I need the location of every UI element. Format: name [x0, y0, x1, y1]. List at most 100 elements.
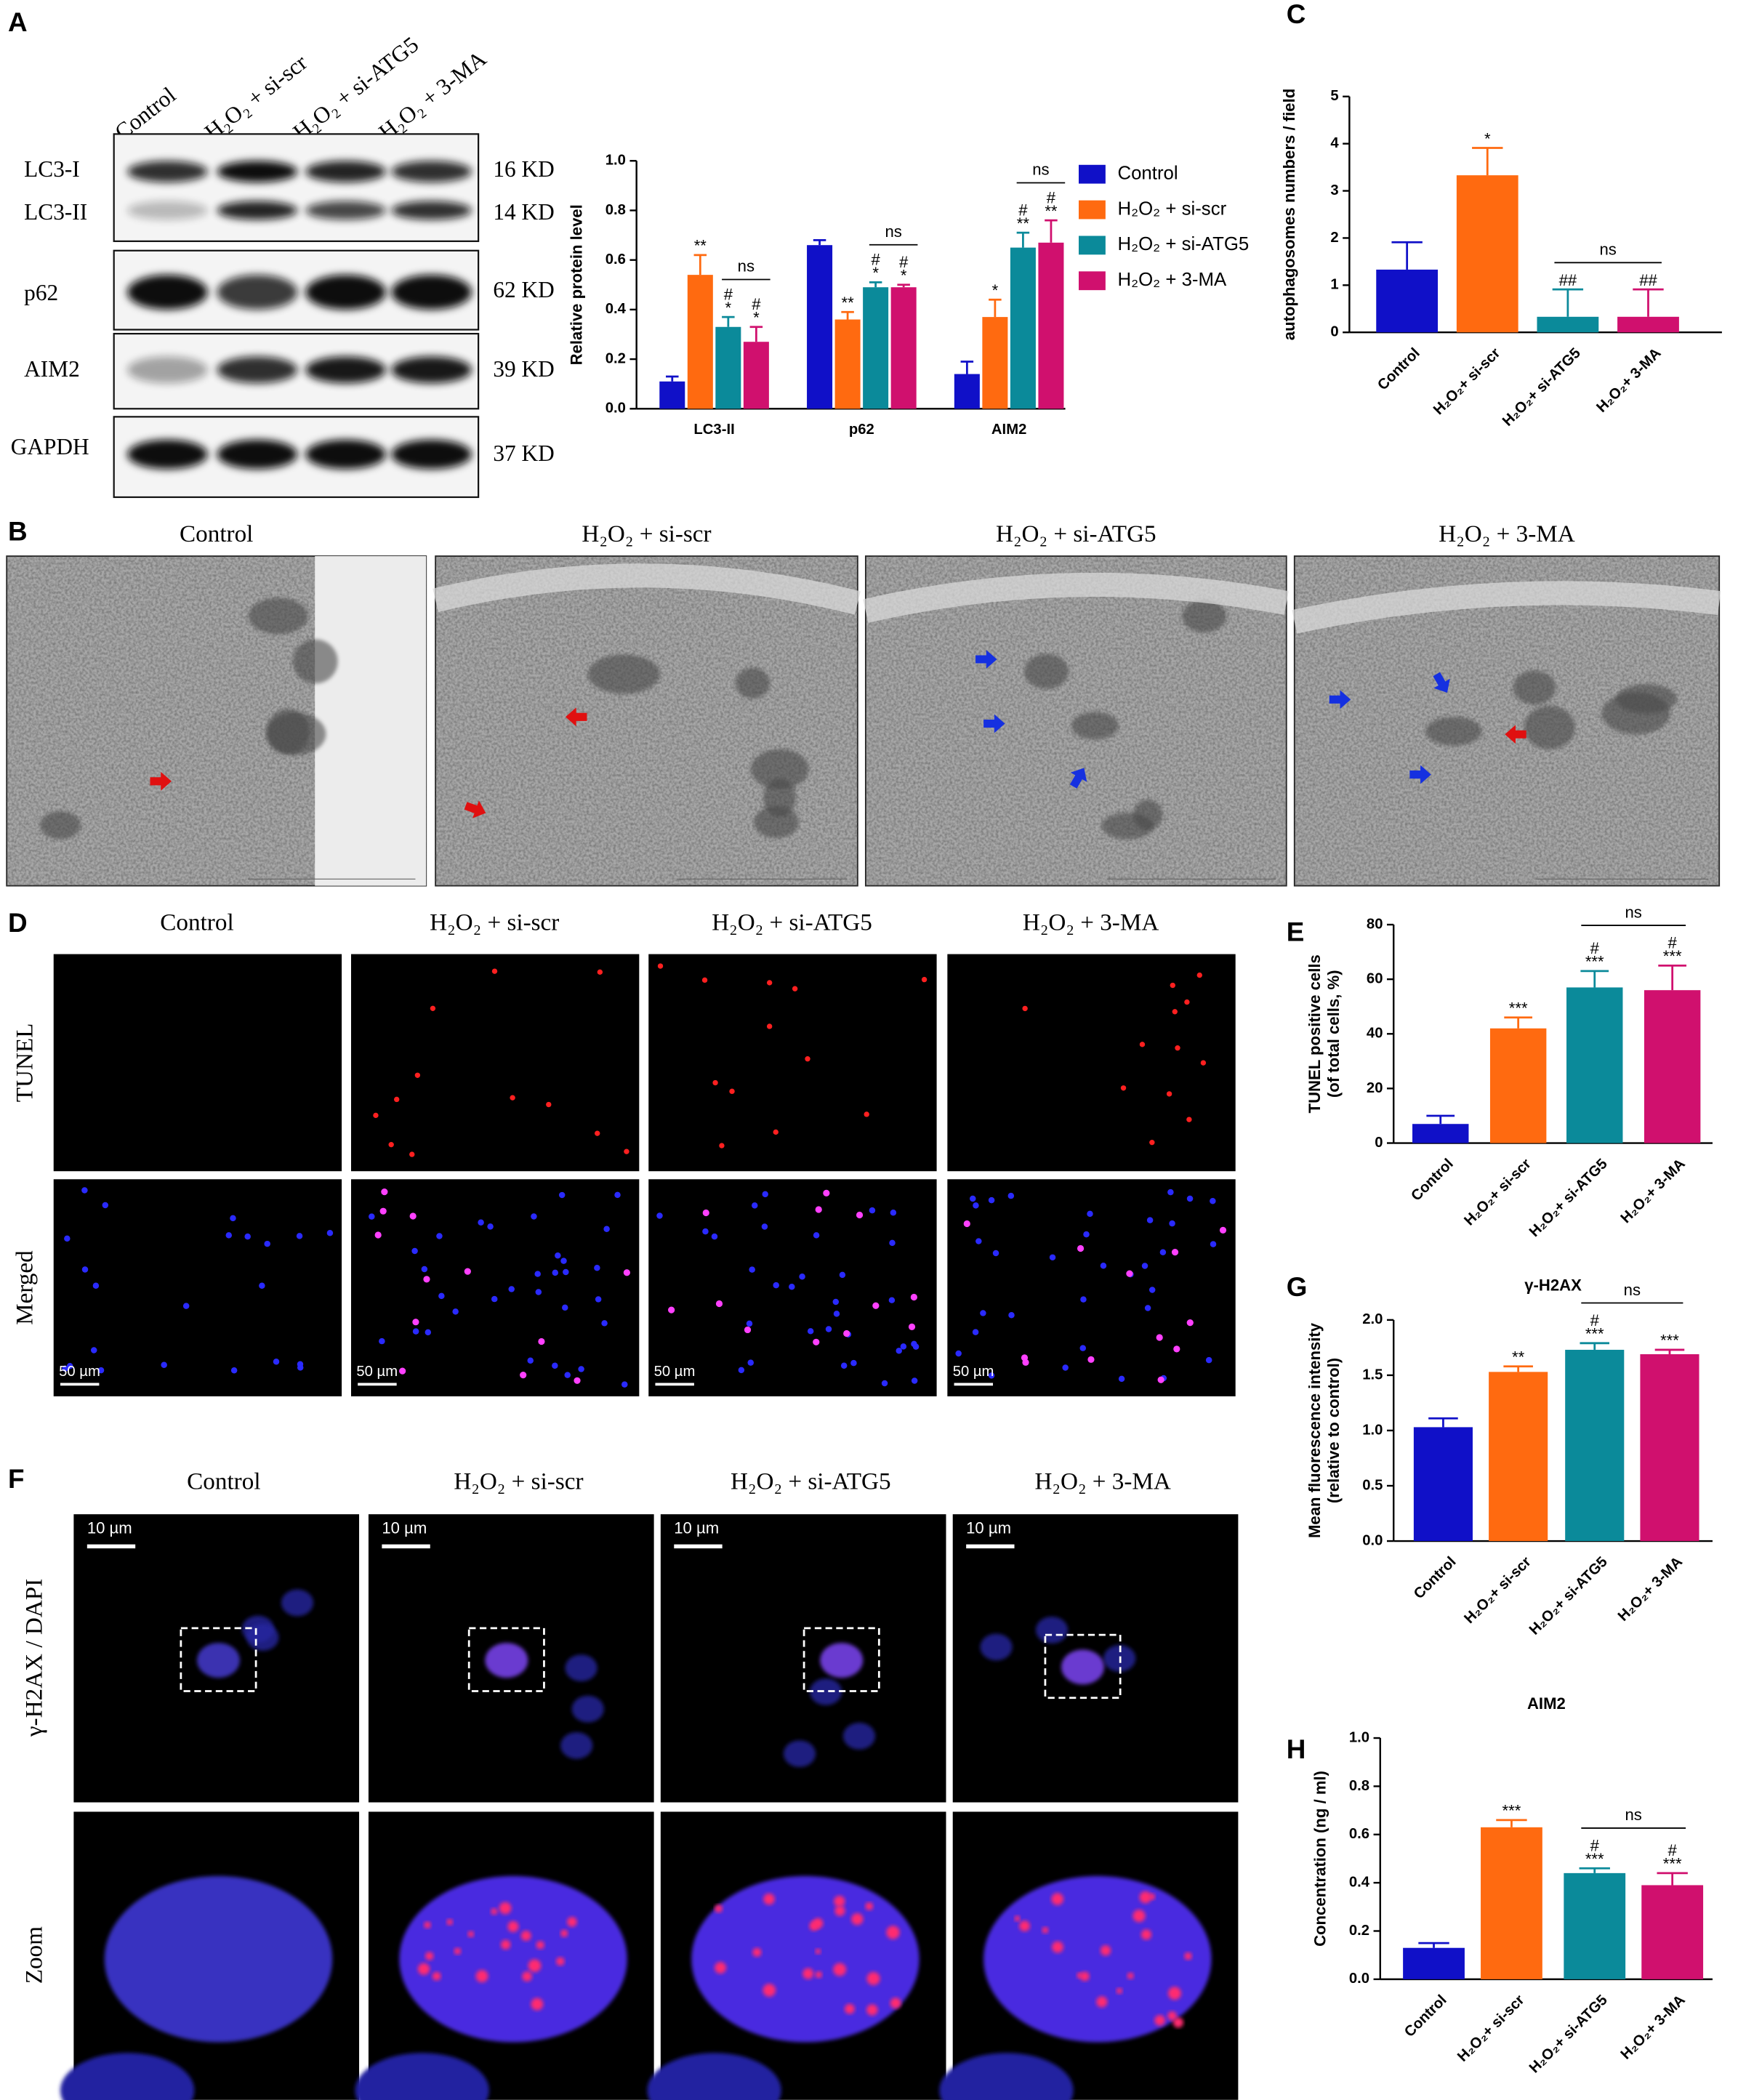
nucleus-dot	[564, 1372, 571, 1378]
nucleus-dot	[62, 1365, 68, 1372]
nucleus-dot	[562, 1304, 568, 1311]
bar	[890, 287, 917, 409]
significance: ##	[1559, 271, 1577, 289]
nucleus	[980, 1633, 1013, 1661]
foci	[1100, 1945, 1111, 1956]
panel-letter: D	[8, 908, 28, 938]
foci	[886, 1926, 900, 1939]
y-tick-label: 0.0	[606, 401, 626, 417]
foci	[833, 1963, 847, 1976]
tunel-dot	[1170, 982, 1175, 989]
y-tick-label: 0	[1330, 324, 1338, 340]
merged-dot	[1126, 1270, 1133, 1277]
blot-band	[127, 439, 208, 470]
y-tick-label: 0.0	[1362, 1532, 1383, 1548]
foci	[1051, 1893, 1064, 1905]
y-tick-label: 0.8	[606, 202, 626, 218]
merged-dot	[872, 1302, 880, 1309]
nucleus-dot	[1008, 1312, 1015, 1319]
nucleus	[246, 1624, 279, 1652]
merged-dot	[379, 1207, 387, 1215]
y-tick-label: 40	[1367, 1026, 1383, 1042]
merged-dot	[1157, 1376, 1164, 1383]
nucleus-dot	[601, 1320, 608, 1327]
y-tick-label: 0.2	[606, 350, 626, 366]
merged-dot	[1022, 1359, 1029, 1366]
nucleus-dot	[421, 1266, 428, 1273]
significance: **	[1045, 202, 1058, 220]
tunel-dot	[921, 976, 928, 983]
nucleus-dot	[656, 1212, 663, 1219]
y-tick-label: 1	[1330, 277, 1338, 293]
blot-band	[127, 201, 208, 220]
nucleus	[1061, 1649, 1105, 1685]
foci	[1014, 1915, 1021, 1922]
ns-label: ns	[885, 222, 901, 241]
foci	[1167, 2011, 1177, 2021]
arrow	[1505, 725, 1526, 744]
significance: ***	[1509, 999, 1528, 1018]
merged-dot	[623, 1269, 630, 1276]
image-title: H₂O₂ + 3-MA	[1439, 520, 1574, 547]
ns-label: ns	[1032, 161, 1049, 179]
foci	[1167, 1987, 1181, 2000]
organelle	[39, 810, 81, 840]
x-tick-label: p62	[849, 422, 874, 438]
nucleus-dot	[833, 1311, 840, 1317]
tunel-dot	[1186, 1117, 1192, 1122]
merged-dot	[520, 1371, 527, 1379]
fluorescence-image	[350, 954, 640, 1172]
nucleus-dot	[1205, 1356, 1212, 1364]
nucleus-dot	[1210, 1198, 1216, 1204]
panel-letter: E	[1287, 917, 1305, 947]
nucleus-dot	[738, 1367, 745, 1374]
size-label: 16 KD	[493, 156, 554, 182]
nucleus-dot	[813, 1232, 820, 1239]
scale-label: 10 µm	[87, 1518, 132, 1537]
organelle	[1071, 712, 1119, 740]
scale-label: 50 µm	[654, 1364, 696, 1380]
nucleus-dot	[161, 1361, 167, 1368]
image-title: Control	[187, 1468, 260, 1494]
row-label: Zoom	[20, 1926, 47, 1984]
nucleus-dot	[230, 1215, 236, 1222]
organelle	[1024, 653, 1069, 689]
nucleus-dot	[97, 1367, 105, 1374]
size-label: 37 KD	[493, 440, 554, 466]
organelle	[1101, 812, 1154, 840]
nucleus-dot	[896, 1348, 902, 1354]
legend-label: H₂O₂ + si-scr	[1117, 198, 1226, 219]
nucleus	[647, 2053, 781, 2100]
legend-swatch	[1079, 164, 1106, 184]
foci	[851, 1912, 864, 1926]
nucleus-dot	[438, 1292, 445, 1300]
tunel-dot	[1120, 1085, 1127, 1091]
size-label: 62 KD	[493, 277, 554, 302]
nucleus-dot	[711, 1233, 718, 1240]
merged-dot	[1077, 1244, 1085, 1252]
nucleus-dot	[1186, 1195, 1194, 1202]
foci	[763, 1984, 776, 1997]
y-axis-label: (of total cells, %)	[1324, 970, 1343, 1098]
protein-label: p62	[24, 280, 58, 305]
foci	[834, 1905, 845, 1916]
nucleus-dot	[379, 1337, 385, 1345]
nucleus-dot	[1087, 1210, 1093, 1218]
bar	[1566, 987, 1623, 1143]
image-title: Control	[160, 909, 233, 936]
nucleus	[1035, 1617, 1069, 1644]
tunel-dot	[766, 980, 773, 986]
nucleus-dot	[992, 1250, 999, 1257]
fluorescence-image	[53, 1179, 342, 1396]
nucleus-dot	[761, 1223, 768, 1230]
tunel-dot	[719, 1143, 725, 1148]
arrow	[975, 650, 997, 669]
nucleus-dot	[527, 1357, 534, 1364]
foci	[715, 1962, 727, 1974]
nucleus-dot	[102, 1202, 109, 1209]
bar	[834, 319, 861, 409]
nucleus-dot	[911, 1377, 918, 1384]
nucleus-dot	[66, 1363, 73, 1369]
foci	[528, 1959, 542, 1973]
y-tick-label: 1.0	[1349, 1729, 1369, 1745]
